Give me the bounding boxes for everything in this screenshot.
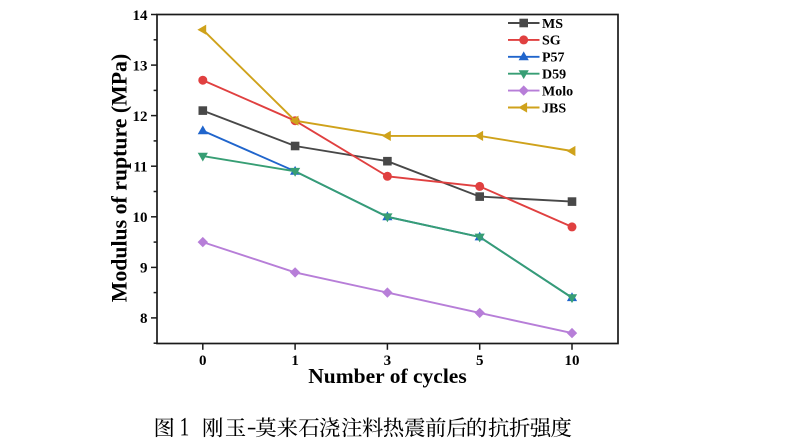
svg-text:14: 14 bbox=[133, 8, 149, 24]
svg-text:Number of cycles: Number of cycles bbox=[308, 364, 466, 388]
svg-text:12: 12 bbox=[133, 109, 148, 125]
svg-text:8: 8 bbox=[140, 311, 148, 327]
svg-text:11: 11 bbox=[133, 160, 147, 176]
svg-text:D59: D59 bbox=[542, 68, 566, 83]
svg-text:MS: MS bbox=[542, 17, 563, 32]
svg-text:1: 1 bbox=[291, 353, 299, 369]
svg-text:10: 10 bbox=[133, 210, 148, 226]
svg-text:10: 10 bbox=[565, 353, 580, 369]
svg-text:SG: SG bbox=[542, 34, 561, 49]
svg-text:5: 5 bbox=[476, 353, 484, 369]
svg-text:JBS: JBS bbox=[542, 101, 566, 116]
svg-text:9: 9 bbox=[140, 261, 148, 277]
svg-text:P57: P57 bbox=[542, 51, 565, 66]
svg-text:0: 0 bbox=[199, 353, 207, 369]
svg-text:Molo: Molo bbox=[542, 84, 573, 99]
svg-text:3: 3 bbox=[384, 353, 392, 369]
svg-text:Modulus of rupture (MPa): Modulus of rupture (MPa) bbox=[108, 54, 132, 302]
svg-text:13: 13 bbox=[133, 58, 148, 74]
